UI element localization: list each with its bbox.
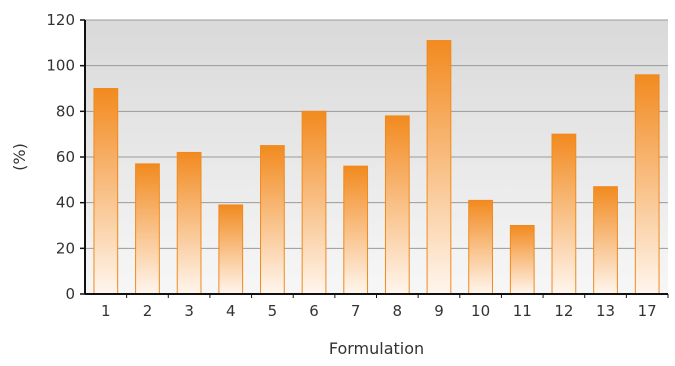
x-tick-label-7: 7: [351, 302, 361, 320]
x-tick-label-13: 13: [596, 302, 615, 320]
y-tick-label-4: 80: [56, 102, 75, 120]
y-tick-label-1: 20: [56, 239, 75, 257]
y-tick-label-5: 100: [46, 57, 75, 75]
bar-9: [426, 40, 452, 295]
x-tick-label-1: 1: [101, 302, 111, 320]
bar-6: [301, 110, 327, 295]
bar-3: [176, 151, 202, 295]
y-tick-label-3: 60: [56, 148, 75, 166]
x-tick-label-4: 4: [226, 302, 236, 320]
bars: [93, 40, 660, 295]
x-axis-label: Formulation: [329, 339, 424, 358]
y-tick-label-2: 40: [56, 194, 75, 212]
x-tick-label-17: 17: [638, 302, 657, 320]
y-tick-label-0: 0: [65, 285, 75, 303]
x-tick-label-6: 6: [309, 302, 319, 320]
bar-4: [218, 204, 244, 295]
bar-5: [260, 145, 285, 295]
bar-8: [384, 115, 410, 295]
bar-2: [135, 163, 160, 295]
y-axis-label: (%): [10, 143, 29, 171]
y-tick-label-6: 120: [46, 11, 75, 29]
x-tick-label-9: 9: [434, 302, 444, 320]
bar-7: [343, 165, 369, 295]
x-tick-label-5: 5: [268, 302, 278, 320]
x-tick-label-2: 2: [143, 302, 153, 320]
y-tick-labels: 0 20 40 60 80 100 120: [46, 11, 85, 303]
bar-12: [551, 133, 577, 295]
x-tick-labels: 1 2 3 4 5 6 7 8 9 10 11 12 13 17: [101, 294, 669, 320]
bar-1: [93, 88, 119, 295]
bar-11: [509, 225, 535, 295]
x-tick-label-8: 8: [393, 302, 403, 320]
x-tick-label-10: 10: [471, 302, 490, 320]
bar-10: [468, 199, 493, 295]
x-tick-label-12: 12: [554, 302, 573, 320]
bar-13: [593, 186, 618, 295]
x-tick-label-3: 3: [184, 302, 194, 320]
bar-17: [634, 74, 660, 295]
x-tick-label-11: 11: [513, 302, 532, 320]
